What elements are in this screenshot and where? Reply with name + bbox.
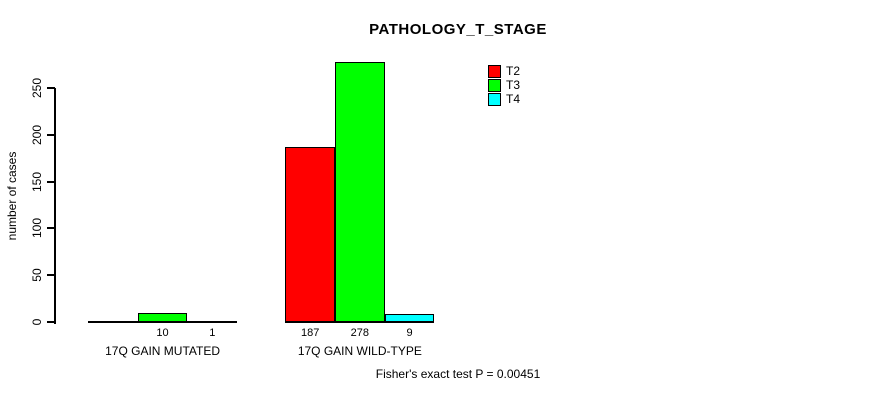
bar-value-label: 278 <box>350 327 370 339</box>
y-tick-label: 50 <box>30 268 44 282</box>
y-axis-title: number of cases <box>5 151 19 241</box>
y-tick-mark <box>47 133 55 136</box>
y-tick-mark <box>47 274 55 277</box>
x-axis-baseline <box>285 321 435 323</box>
y-tick-mark <box>47 87 55 89</box>
legend-label-t2: T2 <box>506 64 521 78</box>
bar-value-label: 9 <box>406 327 413 339</box>
category-label: 17Q GAIN MUTATED <box>105 344 220 358</box>
category-label: 17Q GAIN WILD-TYPE <box>297 344 422 358</box>
bar-t4-group2 <box>384 314 435 322</box>
bar-value-label: 10 <box>156 327 169 339</box>
bar-t2-group2 <box>285 147 335 322</box>
y-tick-label: 150 <box>30 171 44 192</box>
y-tick-label: 200 <box>30 124 44 145</box>
bar-t3-group2 <box>335 62 385 322</box>
bar-value-label: 187 <box>300 327 320 339</box>
bar-value-label: 1 <box>209 327 216 339</box>
legend-label-t4: T4 <box>506 92 521 106</box>
y-tick-label: 0 <box>30 318 44 326</box>
bar-t3-group1 <box>137 313 188 322</box>
bar-t4-group1 <box>187 321 238 323</box>
legend-swatch-t2 <box>488 65 501 78</box>
y-tick-mark <box>47 321 55 323</box>
x-axis-baseline <box>88 321 238 323</box>
chart-title: PATHOLOGY_T_STAGE <box>369 21 547 38</box>
y-tick-label: 250 <box>30 77 44 99</box>
y-tick-mark <box>47 180 55 183</box>
legend-label-t3: T3 <box>506 78 521 92</box>
y-tick-mark <box>47 227 55 230</box>
legend-swatch-t4 <box>488 93 501 106</box>
stat-test-note: Fisher's exact test P = 0.00451 <box>375 367 541 381</box>
legend-swatch-t3 <box>488 79 501 92</box>
y-axis-line <box>54 88 56 324</box>
y-tick-label: 100 <box>30 218 44 239</box>
